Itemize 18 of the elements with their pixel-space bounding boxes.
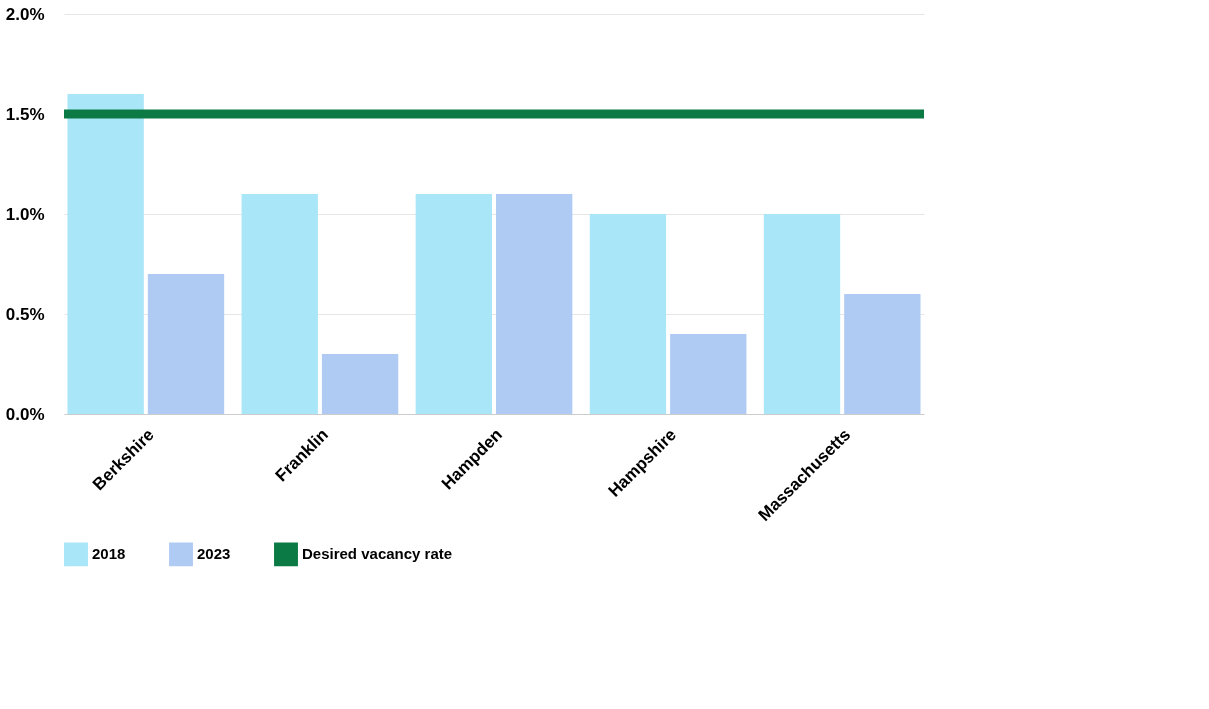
y-tick-label: 0.5% xyxy=(5,304,45,324)
bar xyxy=(321,354,399,414)
bar xyxy=(763,214,841,414)
bar xyxy=(496,194,573,414)
y-tick-label: 2.0% xyxy=(5,4,45,24)
legend-label: Desired vacancy rate xyxy=(302,545,453,563)
bar xyxy=(670,334,747,414)
bar xyxy=(241,194,318,414)
legend-label: 2023 xyxy=(197,545,231,563)
bar xyxy=(147,274,225,414)
bar xyxy=(67,94,144,414)
y-tick-label: 1.0% xyxy=(5,204,45,224)
bar xyxy=(844,294,921,414)
bar xyxy=(589,214,667,414)
legend-label: 2018 xyxy=(92,545,126,563)
bar xyxy=(415,194,492,414)
y-tick-label: 0.0% xyxy=(5,404,45,424)
y-tick-label: 1.5% xyxy=(5,104,45,124)
